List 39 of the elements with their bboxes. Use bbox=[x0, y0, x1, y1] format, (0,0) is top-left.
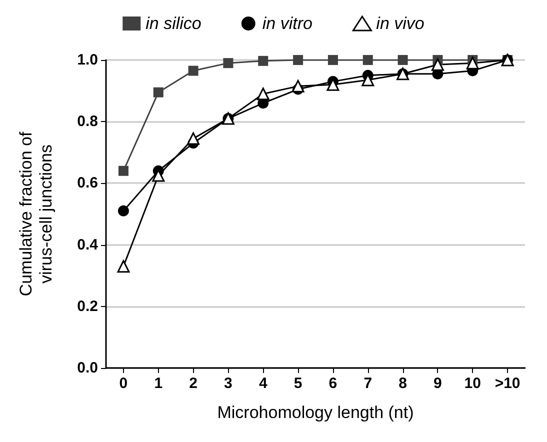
x-tick-label: >10 bbox=[494, 375, 520, 392]
legend-label: in vivo bbox=[376, 14, 424, 33]
x-tick-label: 10 bbox=[464, 375, 481, 392]
point bbox=[118, 166, 128, 176]
x-tick-label: 1 bbox=[154, 375, 163, 392]
legend-label: in vitro bbox=[262, 14, 312, 33]
point bbox=[258, 56, 268, 66]
point bbox=[398, 55, 408, 65]
point bbox=[328, 55, 338, 65]
y-tick-label: 0.4 bbox=[77, 236, 99, 254]
point bbox=[118, 205, 129, 216]
point bbox=[431, 58, 444, 71]
x-tick-label: 2 bbox=[189, 375, 198, 392]
point bbox=[117, 260, 130, 273]
point bbox=[292, 80, 304, 92]
point bbox=[153, 87, 164, 98]
y-tick-label: 0.0 bbox=[77, 360, 98, 376]
x-axis-title: Microhomology length (nt) bbox=[217, 403, 414, 422]
x-tick-label: 8 bbox=[398, 375, 407, 392]
point bbox=[188, 66, 198, 76]
y-tick-label: 1.0 bbox=[77, 52, 98, 68]
y-tick-label: 0.8 bbox=[77, 113, 98, 130]
x-tick-label: 9 bbox=[434, 375, 442, 392]
x-tick-label: 5 bbox=[294, 375, 302, 392]
point bbox=[466, 56, 479, 70]
point bbox=[187, 132, 200, 145]
point bbox=[293, 55, 304, 65]
y-tick-label: 0.2 bbox=[77, 298, 98, 315]
x-tick-label: 4 bbox=[258, 375, 268, 392]
x-tick-label: 7 bbox=[364, 375, 372, 392]
x-tick-label: 3 bbox=[224, 375, 232, 392]
x-tick-label: 0 bbox=[119, 375, 128, 392]
x-tick-label: 6 bbox=[328, 375, 338, 392]
y-axis-title: Cumulative fraction of virus-cell junctions bbox=[16, 132, 56, 296]
point bbox=[223, 58, 234, 68]
point bbox=[362, 55, 373, 65]
point bbox=[256, 88, 270, 100]
legend-label: in silico bbox=[146, 14, 202, 33]
y-tick-label: 0.6 bbox=[77, 174, 98, 192]
